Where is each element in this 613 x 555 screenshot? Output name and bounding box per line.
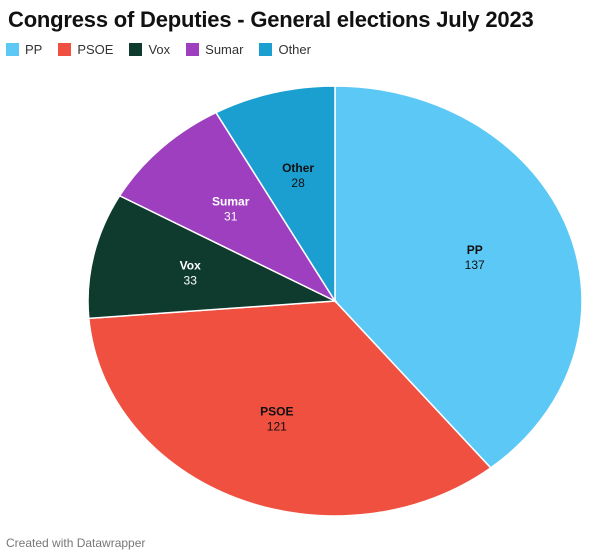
- slice-label-pp: PP: [467, 243, 483, 257]
- legend-item-psoe: PSOE: [58, 42, 113, 57]
- slice-label-other: Other: [282, 161, 314, 175]
- legend-label-vox: Vox: [148, 42, 171, 57]
- slice-other: [214, 85, 336, 304]
- legend-item-pp: PP: [6, 42, 42, 57]
- legend-item-other: Other: [259, 42, 311, 57]
- slice-vox: [87, 194, 338, 320]
- legend-label-other: Other: [278, 42, 311, 57]
- slice-value-pp: 137: [465, 258, 485, 272]
- legend-label-sumar: Sumar: [205, 42, 244, 57]
- chart-legend: PP PSOE Vox Sumar Other: [6, 42, 327, 57]
- slice-value-vox: 33: [184, 273, 198, 287]
- legend-label-psoe: PSOE: [77, 42, 114, 57]
- slice-label-sumar: Sumar: [212, 194, 250, 208]
- slice-pp: [334, 85, 583, 469]
- legend-swatch-pp: [6, 43, 19, 56]
- slice-label-vox: Vox: [180, 258, 201, 272]
- slice-sumar: [118, 111, 338, 303]
- slice-psoe: [87, 300, 492, 517]
- legend-swatch-other: [259, 43, 273, 56]
- legend-swatch-sumar: [186, 43, 200, 56]
- chart-title: Congress of Deputies - General elections…: [8, 7, 534, 32]
- slice-value-psoe: 121: [267, 420, 287, 434]
- legend-label-pp: PP: [25, 42, 43, 57]
- legend-item-vox: Vox: [129, 42, 170, 57]
- legend-item-sumar: Sumar: [186, 42, 243, 57]
- legend-swatch-vox: [129, 43, 143, 56]
- slice-value-other: 28: [291, 176, 305, 190]
- legend-swatch-psoe: [58, 43, 72, 56]
- slice-label-psoe: PSOE: [260, 405, 293, 419]
- credit-footer: Created with Datawrapper: [6, 536, 146, 550]
- slice-value-sumar: 31: [224, 209, 238, 223]
